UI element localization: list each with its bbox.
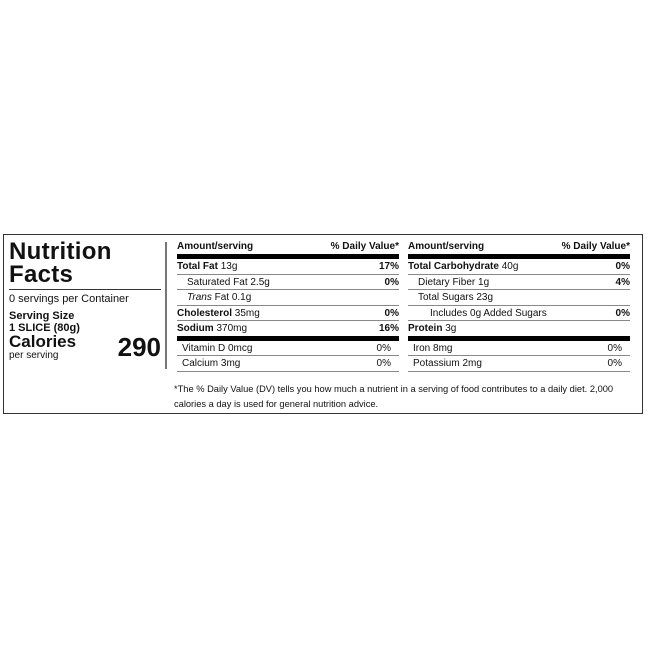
daily-value-percent: 0% xyxy=(376,358,391,369)
dv-header: % Daily Value* xyxy=(561,241,630,252)
nutrient-name: Includes 0g Added Sugars xyxy=(408,306,547,321)
nutrient-amount: Calcium 3mg xyxy=(182,358,241,369)
daily-value-percent: 0% xyxy=(384,276,399,288)
amount-header: Amount/serving xyxy=(177,241,254,252)
servings-per-container: 0 servings per Container xyxy=(9,293,129,305)
nutrient-row: Trans Fat 0.1g xyxy=(177,290,399,306)
nutrient-amount: Includes 0g Added Sugars xyxy=(430,307,547,319)
label-summary: Nutrition Facts 0 servings per Container… xyxy=(9,240,161,364)
footnote: *The % Daily Value (DV) tells you how mu… xyxy=(174,384,614,409)
per-serving-label: per serving xyxy=(9,350,59,361)
nutrient-row: Dietary Fiber 1g 4% xyxy=(408,275,630,290)
nutrient-row: Sodium 370mg 16% xyxy=(177,321,399,341)
daily-value-percent: 17% xyxy=(378,261,399,272)
nutrition-label: Nutrition Facts 0 servings per Container… xyxy=(3,234,643,414)
calories-block: Calories per serving 290 xyxy=(9,332,161,364)
nutrient-row: Includes 0g Added Sugars 0% xyxy=(408,306,630,321)
dv-header: % Daily Value* xyxy=(330,241,399,252)
divider-line xyxy=(9,289,161,290)
daily-value-percent: 4% xyxy=(615,276,630,288)
nutrient-amount: 13g xyxy=(217,261,238,272)
nutrient-row: Saturated Fat 2.5g 0% xyxy=(177,275,399,290)
nutrient-amount: Potassium 2mg xyxy=(413,358,482,369)
nutrient-bold-name: Total Fat xyxy=(177,261,218,272)
vertical-divider xyxy=(165,242,167,369)
nutrient-name: Total Sugars 23g xyxy=(408,290,493,305)
nutrient-row: Total Sugars 23g xyxy=(408,290,630,306)
daily-value-percent: 0% xyxy=(607,342,622,354)
nutrient-name: Calcium 3mg xyxy=(177,356,240,371)
serving-size-value: 1 SLICE (80g) xyxy=(9,322,80,334)
serving-size-label: Serving Size xyxy=(9,310,75,322)
nutrient-amount: Iron 8mg xyxy=(413,342,453,354)
nutrient-name: Sodium 370mg xyxy=(177,321,247,336)
nutrient-row: Potassium 2mg 0% xyxy=(408,356,630,372)
label-title: Nutrition Facts xyxy=(9,238,112,288)
nutrient-italic-name: Trans xyxy=(187,292,212,303)
nutrient-row: Protein 3g xyxy=(408,321,630,341)
daily-value-percent: 0% xyxy=(384,307,399,319)
nutrient-row: Total Fat 13g 17% xyxy=(177,259,399,275)
nutrient-name: Total Carbohydrate 40g xyxy=(408,259,518,274)
nutrient-table-right: Amount/serving % Daily Value* Total Carboh… xyxy=(408,241,630,372)
nutrient-amount: Dietary Fiber 1g xyxy=(418,276,490,288)
nutrient-name: Protein 3g xyxy=(408,321,456,336)
amount-header: Amount/serving xyxy=(408,241,485,252)
daily-value-percent: 0% xyxy=(615,307,630,319)
nutrient-row: Iron 8mg 0% xyxy=(408,341,630,356)
nutrient-name: Cholesterol 35mg xyxy=(177,306,260,321)
nutrient-name: Total Fat 13g xyxy=(177,259,237,274)
nutrient-row: Total Carbohydrate 40g 0% xyxy=(408,259,630,275)
nutrient-amount: Fat 0.1g xyxy=(211,292,252,303)
nutrient-name: Potassium 2mg xyxy=(408,356,482,371)
nutrient-row: Vitamin D 0mcg 0% xyxy=(177,341,399,356)
nutrient-bold-name: Sodium xyxy=(177,323,214,334)
nutrient-table-left: Amount/serving % Daily Value* Total Fat 13… xyxy=(177,241,399,372)
nutrient-name: Trans Fat 0.1g xyxy=(177,290,251,305)
nutrient-row: Cholesterol 35mg 0% xyxy=(177,306,399,321)
nutrient-name: Iron 8mg xyxy=(408,341,452,356)
nutrient-bold-name: Protein xyxy=(408,323,443,334)
nutrient-row: Calcium 3mg 0% xyxy=(177,356,399,372)
calories-label: Calories xyxy=(9,332,77,351)
nutrient-bold-name: Total Carbohydrate xyxy=(408,261,499,272)
nutrient-amount: Vitamin D 0mcg xyxy=(182,342,253,354)
nutrient-name: Dietary Fiber 1g xyxy=(408,275,489,290)
nutrient-bold-name: Cholesterol xyxy=(177,307,233,319)
nutrient-amount: 370mg xyxy=(213,323,248,334)
daily-value-percent: 16% xyxy=(378,323,399,334)
nutrient-amount: 3g xyxy=(442,323,457,334)
nutrient-name: Vitamin D 0mcg xyxy=(177,341,252,356)
calories-value: 290 xyxy=(117,332,161,362)
nutrient-name: Saturated Fat 2.5g xyxy=(177,275,270,290)
table-header: Amount/serving % Daily Value* xyxy=(177,241,399,259)
daily-value-percent: 0% xyxy=(615,261,630,272)
daily-value-percent: 0% xyxy=(376,342,391,354)
nutrient-amount: Total Sugars 23g xyxy=(418,292,494,303)
nutrient-amount: 35mg xyxy=(232,307,260,319)
nutrient-amount: 40g xyxy=(498,261,519,272)
table-header: Amount/serving % Daily Value* xyxy=(408,241,630,259)
nutrient-amount: Saturated Fat 2.5g xyxy=(187,276,270,288)
daily-value-percent: 0% xyxy=(607,358,622,369)
